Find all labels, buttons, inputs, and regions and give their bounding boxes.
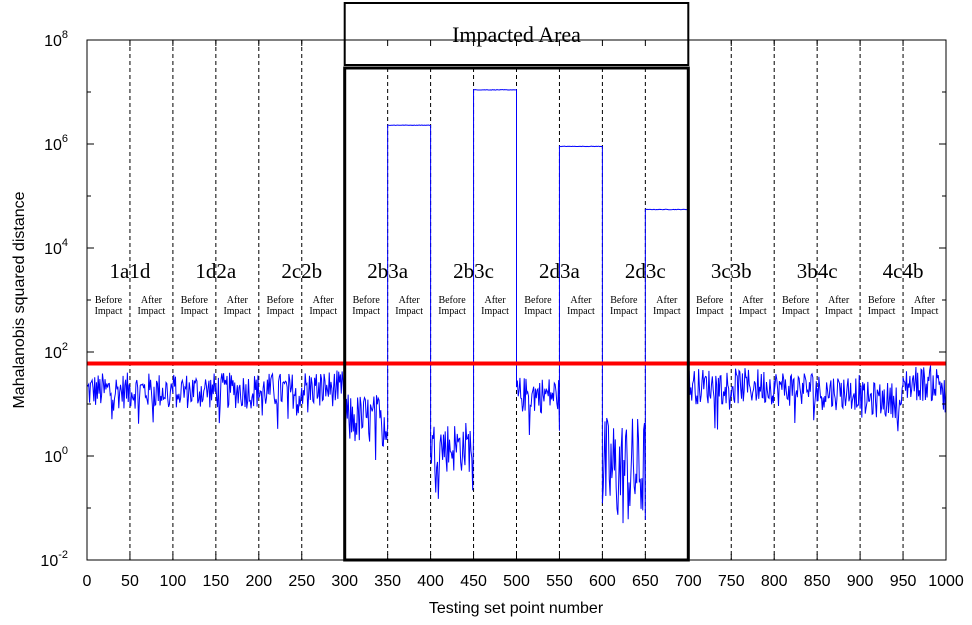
before-impact-label: Impact — [266, 306, 294, 317]
y-tick-label: 10-2 — [40, 549, 68, 570]
before-impact-label: Before — [524, 295, 552, 306]
y-tick-label: 108 — [44, 29, 68, 50]
before-impact-label: Impact — [524, 306, 552, 317]
group-label: 2c2b — [281, 259, 322, 283]
x-tick-label: 350 — [374, 573, 401, 590]
after-impact-label: After — [570, 295, 592, 306]
before-impact-label: Impact — [438, 306, 466, 317]
group-label: 2b3c — [453, 259, 494, 283]
before-impact-label: Before — [181, 295, 209, 306]
before-impact-label: Before — [95, 295, 123, 306]
x-tick-labels: 0 50 100 150 200 250 300 350 400 450 500 550 600 650 7… — [83, 573, 964, 590]
x-tick-label: 200 — [245, 573, 272, 590]
x-tick-label: 950 — [890, 573, 917, 590]
before-impact-label: Impact — [95, 306, 123, 317]
x-tick-label: 650 — [632, 573, 659, 590]
after-impact-label: After — [313, 295, 335, 306]
group-label: 1d2a — [195, 259, 237, 283]
y-tick-label: 106 — [44, 133, 68, 154]
after-impact-label: Impact — [481, 306, 509, 317]
tick-marks — [86, 39, 947, 561]
x-tick-label: 300 — [331, 573, 358, 590]
after-impact-label: Impact — [309, 306, 337, 317]
before-impact-label: Impact — [352, 306, 380, 317]
group-label: 3b4c — [797, 259, 838, 283]
x-tick-label: 450 — [460, 573, 487, 590]
after-impact-label: Impact — [653, 306, 681, 317]
before-impact-label: Before — [696, 295, 724, 306]
series-line — [86, 89, 947, 524]
after-impact-label: After — [227, 295, 249, 306]
y-tick-label: 102 — [44, 341, 68, 362]
after-impact-label: Impact — [739, 306, 767, 317]
group-label: 1a1d — [110, 259, 151, 283]
after-impact-label: Impact — [825, 306, 853, 317]
x-tick-label: 150 — [202, 573, 229, 590]
before-impact-label: Before — [267, 295, 295, 306]
x-axis-label: Testing set point number — [429, 600, 604, 617]
after-impact-label: Impact — [138, 306, 166, 317]
y-tick-label: 100 — [44, 445, 68, 466]
group-label: 2d3c — [625, 259, 666, 283]
after-impact-label: Impact — [395, 306, 423, 317]
x-tick-label: 100 — [160, 573, 187, 590]
series-layer — [86, 89, 947, 524]
before-impact-label: Impact — [868, 306, 896, 317]
x-tick-label: 900 — [847, 573, 874, 590]
x-tick-label: 400 — [417, 573, 444, 590]
after-impact-label: Impact — [567, 306, 595, 317]
x-tick-label: 250 — [288, 573, 315, 590]
segment-labels-layer: 1a1dBeforeImpactAfterImpact1d2aBeforeImp… — [95, 259, 939, 317]
after-impact-label: After — [656, 295, 678, 306]
x-tick-label: 550 — [546, 573, 573, 590]
before-impact-label: Before — [610, 295, 638, 306]
x-tick-label: 500 — [503, 573, 530, 590]
after-impact-label: After — [399, 295, 421, 306]
x-tick-label: 800 — [761, 573, 788, 590]
x-tick-label: 700 — [675, 573, 702, 590]
x-tick-label: 1000 — [928, 573, 964, 590]
after-impact-label: After — [484, 295, 506, 306]
before-impact-label: Impact — [180, 306, 208, 317]
impacted-area-title-box — [343, 2, 690, 66]
before-impact-label: Before — [782, 295, 810, 306]
group-label: 3c3b — [711, 259, 752, 283]
after-impact-label: Impact — [223, 306, 251, 317]
group-label: 2d3a — [539, 259, 581, 283]
group-label: 2b3a — [367, 259, 409, 283]
group-label: 4c4b — [883, 259, 924, 283]
after-impact-label: After — [141, 295, 163, 306]
after-impact-label: After — [828, 295, 850, 306]
x-tick-label: 50 — [121, 573, 139, 590]
before-impact-label: Impact — [782, 306, 810, 317]
after-impact-label: Impact — [911, 306, 939, 317]
before-impact-label: Before — [353, 295, 381, 306]
y-tick-labels: 10-2 100 102 104 106 108 — [40, 29, 68, 570]
after-impact-label: After — [742, 295, 764, 306]
x-tick-label: 0 — [83, 573, 92, 590]
before-impact-label: Before — [868, 295, 896, 306]
y-axis-label: Mahalanobis squared distance — [11, 191, 28, 408]
after-impact-label: After — [914, 295, 936, 306]
before-impact-label: Before — [438, 295, 466, 306]
x-tick-label: 750 — [718, 573, 745, 590]
y-tick-label: 104 — [44, 237, 68, 258]
before-impact-label: Impact — [610, 306, 638, 317]
x-tick-label: 600 — [589, 573, 616, 590]
x-tick-label: 850 — [804, 573, 831, 590]
before-impact-label: Impact — [696, 306, 724, 317]
